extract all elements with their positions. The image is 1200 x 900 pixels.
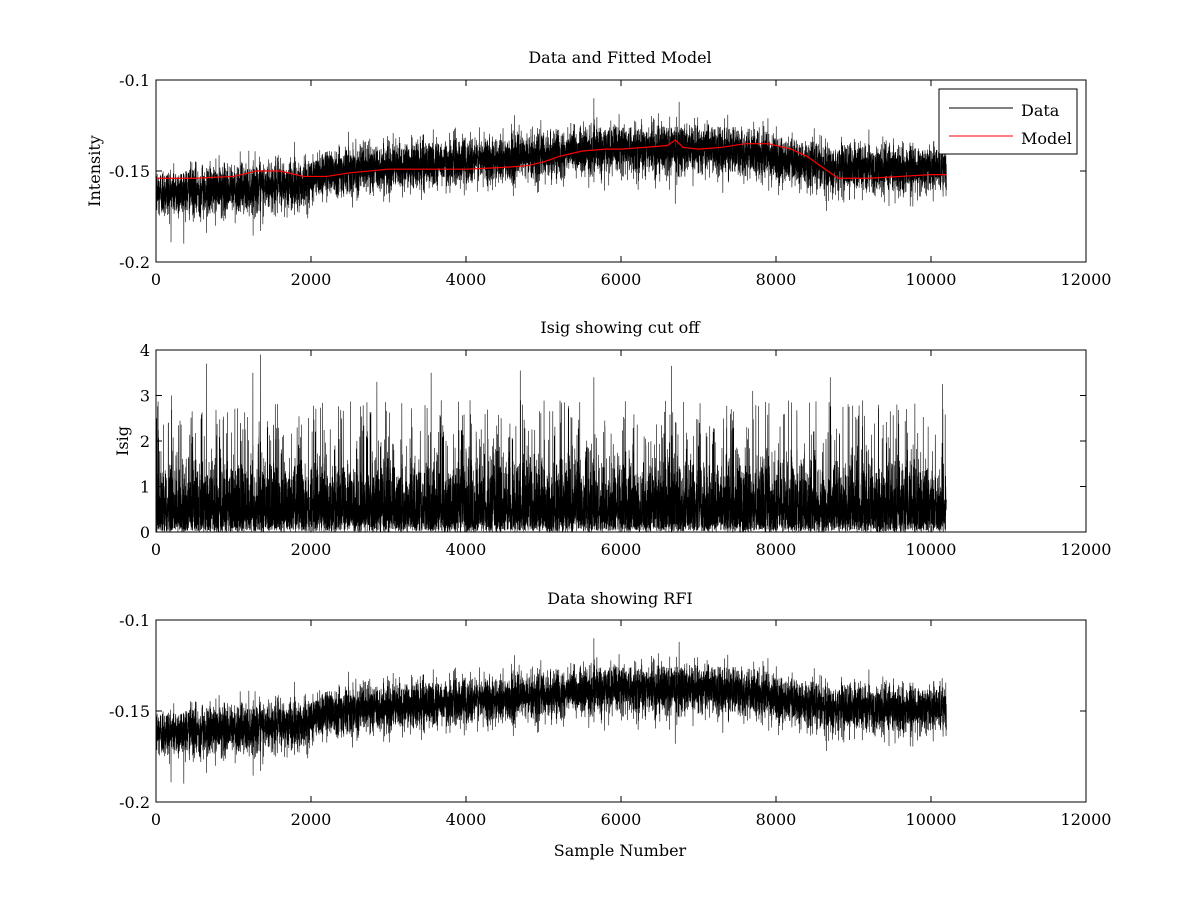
axis-ticks: 0 2000 4000 6000 8000 10000 12000 0 1 2 3 4 (140, 341, 1112, 559)
x-tick-label: 8000 (756, 540, 797, 559)
y-tick-label: 0 (140, 523, 150, 542)
y-axis-label: Isig (113, 426, 132, 456)
legend-entry-data: Data (1021, 101, 1060, 120)
panel-title: Data showing RFI (547, 589, 692, 608)
panel-title: Isig showing cut off (540, 318, 701, 337)
x-tick-label: 0 (151, 270, 161, 289)
x-tick-label: 10000 (906, 270, 957, 289)
panel-data-rfi: Data showing RFI Sample Number 0 2000 4000… (109, 589, 1111, 860)
panel-isig: Isig showing cut off Isig 0 2000 4000 6000 8… (113, 318, 1111, 559)
x-tick-label: 0 (151, 540, 161, 559)
legend: Data Model (938, 88, 1078, 155)
x-tick-label: 4000 (446, 270, 487, 289)
y-tick-label: -0.1 (119, 71, 150, 90)
axes-frame (155, 619, 1087, 803)
x-tick-label: 10000 (906, 810, 957, 829)
legend-entry-model: Model (1021, 129, 1072, 148)
x-tick-label: 12000 (1061, 810, 1112, 829)
panel-data-and-model: Data and Fitted Model Intensity 0 2000 400… (85, 48, 1111, 289)
x-tick-label: 2000 (291, 540, 332, 559)
y-tick-label: -0.15 (109, 702, 150, 721)
y-tick-label: -0.1 (119, 611, 150, 630)
x-tick-label: 8000 (756, 810, 797, 829)
legend-box (938, 88, 1078, 155)
x-tick-label: 12000 (1061, 540, 1112, 559)
y-tick-label: 4 (140, 341, 150, 360)
x-tick-label: 2000 (291, 270, 332, 289)
x-axis-label: Sample Number (554, 841, 687, 860)
y-tick-label: 3 (140, 387, 150, 406)
panel-title: Data and Fitted Model (528, 48, 711, 67)
plot-area (156, 638, 947, 784)
x-tick-label: 4000 (446, 810, 487, 829)
y-tick-label: 1 (140, 478, 150, 497)
x-tick-label: 10000 (906, 540, 957, 559)
y-axis-label: Intensity (85, 135, 104, 207)
x-tick-label: 0 (151, 810, 161, 829)
plot-area (156, 354, 947, 532)
y-tick-label: 2 (140, 432, 150, 451)
axes-frame (155, 349, 1087, 533)
plot-area (156, 98, 947, 244)
x-tick-label: 6000 (601, 810, 642, 829)
y-tick-label: -0.2 (119, 793, 150, 812)
series-line-trace (156, 354, 947, 532)
series-line-model (156, 139, 947, 179)
x-tick-label: 2000 (291, 810, 332, 829)
x-tick-label: 6000 (601, 270, 642, 289)
x-tick-label: 6000 (601, 540, 642, 559)
axes-frame (155, 79, 1087, 263)
axis-ticks: 0 2000 4000 6000 8000 10000 12000 -0.2 -0.15 -0.1 (109, 71, 1111, 289)
x-tick-label: 12000 (1061, 270, 1112, 289)
series-line-trace (156, 638, 947, 784)
y-tick-label: -0.2 (119, 253, 150, 272)
x-tick-label: 4000 (446, 540, 487, 559)
x-tick-label: 8000 (756, 270, 797, 289)
y-tick-label: -0.15 (109, 162, 150, 181)
